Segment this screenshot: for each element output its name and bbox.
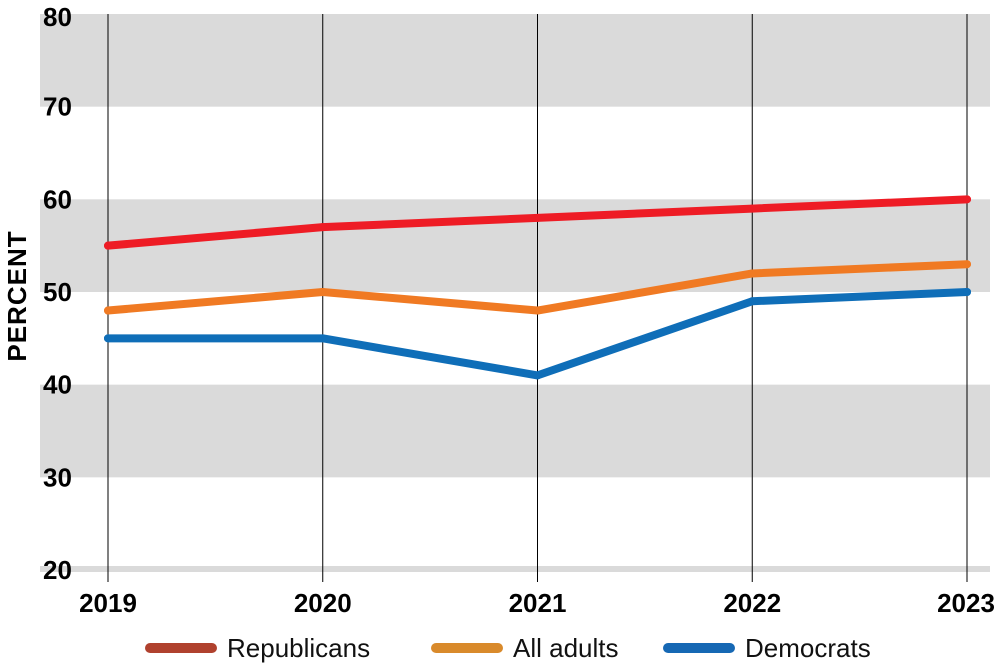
legend-label-all-adults: All adults [513, 633, 619, 663]
data-point-republicans-2020 [318, 223, 327, 232]
legend-item-republicans: Republicans [145, 633, 370, 663]
y-tick-label: 20 [43, 555, 72, 585]
baseline-band [40, 566, 990, 572]
x-tick-label: 2021 [509, 588, 567, 618]
x-axis-ticks: 2019 2020 2021 2022 2023 [79, 588, 995, 618]
band-50-60 [40, 199, 990, 292]
data-point-democrats-2020 [318, 334, 327, 343]
legend: Republicans All adults Democrats [145, 633, 871, 663]
x-tick-label: 2022 [723, 588, 781, 618]
x-tick-label: 2023 [937, 588, 995, 618]
y-tick-label: 40 [43, 370, 72, 400]
y-tick-label: 50 [43, 277, 72, 307]
data-point-republicans-2019 [104, 241, 112, 250]
data-point-all-adults-2021 [533, 306, 542, 315]
legend-item-all-adults: All adults [431, 633, 619, 663]
legend-label-republicans: Republicans [227, 633, 370, 663]
data-point-democrats-2019 [104, 334, 112, 343]
vertical-gridlines [107, 14, 968, 582]
y-tick-label: 60 [43, 184, 72, 214]
data-point-all-adults-2023 [963, 260, 971, 269]
data-point-democrats-2022 [748, 297, 757, 306]
data-point-republicans-2022 [748, 204, 757, 213]
x-tick-label: 2020 [294, 588, 352, 618]
y-tick-label: 70 [43, 92, 72, 122]
legend-label-democrats: Democrats [745, 633, 871, 663]
legend-item-democrats: Democrats [663, 633, 871, 663]
y-tick-label: 80 [43, 2, 72, 32]
y-axis-ticks: 20 30 40 50 60 70 80 [43, 2, 72, 585]
data-point-democrats-2021 [533, 371, 542, 380]
data-point-all-adults-2020 [318, 288, 327, 296]
data-point-republicans-2021 [533, 213, 542, 222]
band-30-40 [40, 384, 990, 478]
y-tick-label: 30 [43, 462, 72, 492]
background-bands [40, 14, 990, 572]
x-tick-label: 2019 [79, 588, 137, 618]
data-point-democrats-2023 [963, 288, 971, 296]
data-point-all-adults-2022 [748, 269, 757, 278]
series-lines [104, 195, 971, 380]
data-point-all-adults-2019 [104, 306, 112, 315]
band-70-80 [40, 14, 990, 107]
data-point-republicans-2023 [963, 195, 971, 204]
y-axis-title: PERCENT [2, 230, 32, 361]
